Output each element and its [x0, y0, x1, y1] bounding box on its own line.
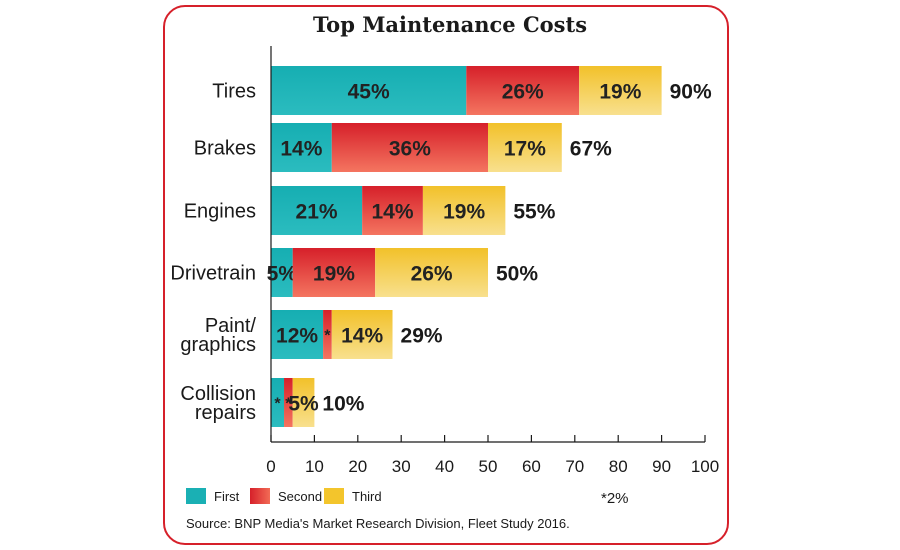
- footnote: *2%: [601, 490, 629, 507]
- legend-item-second: Second: [250, 486, 322, 506]
- bar-third: [375, 248, 488, 297]
- legend-swatch-second: [250, 488, 270, 504]
- data-label: *: [274, 396, 281, 413]
- data-label: 19%: [599, 81, 641, 104]
- bar-first: [271, 186, 363, 235]
- category-label: Engines: [184, 201, 256, 223]
- bar-second: [331, 123, 488, 172]
- category-label: graphics: [180, 334, 256, 356]
- bar-second: [292, 248, 376, 297]
- data-label: 26%: [502, 81, 544, 104]
- total-label: 67%: [570, 138, 612, 161]
- bar-first: [271, 378, 285, 427]
- x-tick-label: 20: [348, 457, 367, 476]
- data-label: 19%: [443, 201, 485, 224]
- bar-second: [284, 378, 293, 427]
- legend-swatch-third: [324, 488, 344, 504]
- category-label: Drivetrain: [170, 263, 256, 285]
- bar-third: [579, 66, 662, 115]
- bar-second: [323, 310, 332, 359]
- x-tick-label: 80: [609, 457, 628, 476]
- source-note: Source: BNP Media's Market Research Divi…: [186, 516, 570, 531]
- x-tick-label: 70: [565, 457, 584, 476]
- total-label: 55%: [513, 201, 555, 224]
- x-tick-label: 100: [691, 457, 719, 476]
- legend-label-second: Second: [278, 488, 323, 504]
- category-label: Tires: [212, 81, 256, 103]
- legend-item-third: Third: [324, 486, 382, 506]
- data-label: 17%: [504, 138, 546, 161]
- bar-third: [422, 186, 506, 235]
- category-label: Brakes: [194, 138, 256, 160]
- data-label: 5%: [267, 263, 298, 286]
- x-tick-label: 10: [305, 457, 324, 476]
- data-label: 26%: [411, 263, 453, 286]
- total-label: 29%: [401, 325, 443, 348]
- bar-first: [271, 310, 324, 359]
- data-label: 12%: [276, 325, 318, 348]
- legend-label-third: Third: [352, 488, 382, 504]
- data-label: 14%: [341, 325, 383, 348]
- data-label: 14%: [372, 201, 414, 224]
- legend-item-first: First: [186, 486, 239, 506]
- x-tick-label: 0: [266, 457, 275, 476]
- bar-first: [271, 248, 293, 297]
- bar-second: [362, 186, 423, 235]
- data-label: 14%: [280, 138, 322, 161]
- total-label: 10%: [322, 393, 364, 416]
- data-label: 19%: [313, 263, 355, 286]
- bar-third: [331, 310, 393, 359]
- data-label: *: [324, 328, 331, 345]
- legend-label-first: First: [214, 488, 240, 504]
- bar-first: [271, 123, 332, 172]
- category-label: Collision: [180, 383, 256, 405]
- data-label: 5%: [288, 393, 319, 416]
- category-label: repairs: [195, 402, 256, 424]
- bar-third: [292, 378, 315, 427]
- x-tick-label: 50: [479, 457, 498, 476]
- bar-third: [488, 123, 562, 172]
- legend-swatch-first: [186, 488, 206, 504]
- chart-title: Top Maintenance Costs: [312, 12, 588, 37]
- x-tick-label: 60: [522, 457, 541, 476]
- data-label: *: [285, 396, 292, 413]
- data-label: 45%: [348, 81, 390, 104]
- total-label: 50%: [496, 263, 538, 286]
- category-label: Paint/: [205, 315, 257, 337]
- bar-first: [271, 66, 467, 115]
- data-label: 21%: [296, 201, 338, 224]
- x-tick-label: 90: [652, 457, 671, 476]
- x-tick-label: 40: [435, 457, 454, 476]
- x-tick-label: 30: [392, 457, 411, 476]
- bar-second: [466, 66, 580, 115]
- data-label: 36%: [389, 138, 431, 161]
- total-label: 90%: [670, 81, 712, 104]
